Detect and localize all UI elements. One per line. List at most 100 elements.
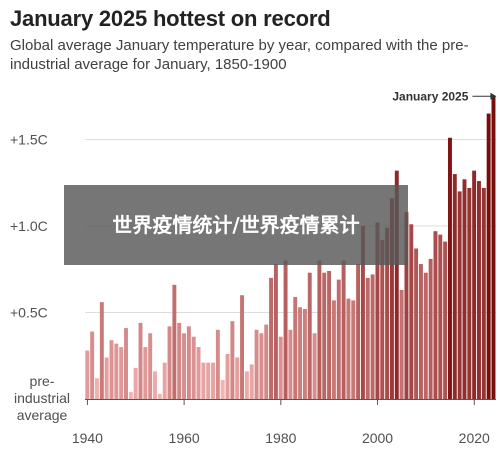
bar bbox=[240, 295, 245, 399]
bar bbox=[191, 336, 196, 399]
bar bbox=[394, 170, 399, 399]
bar bbox=[278, 336, 283, 399]
baseline-label: pre-industrial average bbox=[14, 373, 70, 423]
bar bbox=[128, 392, 133, 399]
bar bbox=[249, 364, 254, 399]
bars bbox=[85, 96, 496, 400]
bar bbox=[399, 290, 404, 399]
bar bbox=[467, 187, 472, 399]
bar bbox=[370, 274, 375, 399]
bar bbox=[104, 357, 109, 399]
bar bbox=[109, 340, 114, 399]
bar bbox=[428, 258, 433, 399]
bar bbox=[259, 333, 264, 399]
bar bbox=[186, 326, 191, 399]
bar bbox=[201, 362, 206, 399]
y-tick-labels: +1.5C +1.0C +0.5C pre-industrial average bbox=[10, 132, 70, 424]
bar bbox=[177, 322, 182, 399]
bar bbox=[230, 321, 235, 399]
x-tick-label: 2000 bbox=[362, 430, 393, 446]
bar bbox=[215, 329, 220, 399]
bar bbox=[317, 260, 322, 399]
bar bbox=[414, 248, 419, 399]
bar bbox=[167, 326, 172, 399]
bar bbox=[389, 198, 394, 399]
bar bbox=[288, 329, 293, 399]
bar bbox=[327, 270, 332, 399]
bar bbox=[119, 347, 124, 399]
bar bbox=[365, 277, 370, 399]
x-tick-labels: 1940 1960 1980 2000 2020 bbox=[72, 399, 490, 446]
bar bbox=[346, 298, 351, 399]
bar bbox=[95, 378, 99, 399]
watermark-overlay: 世界疫情统计/世界疫情累计 bbox=[64, 185, 408, 265]
bar bbox=[225, 354, 230, 399]
bar bbox=[220, 379, 225, 399]
bar bbox=[341, 260, 346, 399]
bar bbox=[462, 179, 467, 399]
bar bbox=[472, 170, 477, 399]
bar bbox=[196, 347, 201, 399]
bar bbox=[336, 279, 341, 399]
bar bbox=[312, 333, 317, 399]
bar bbox=[298, 307, 303, 399]
bar bbox=[307, 272, 312, 399]
bar bbox=[486, 113, 491, 400]
y-tick-label: +1.0C bbox=[10, 218, 48, 234]
bar bbox=[85, 350, 90, 399]
bar bbox=[273, 264, 278, 399]
bar bbox=[481, 187, 486, 399]
watermark-text: 世界疫情统计/世界疫情累计 bbox=[112, 212, 360, 237]
bar bbox=[404, 212, 409, 399]
bar bbox=[133, 367, 138, 399]
baseline-label-line: pre- bbox=[30, 373, 55, 389]
bar bbox=[457, 191, 462, 399]
bar bbox=[423, 272, 428, 399]
bar bbox=[211, 362, 216, 399]
x-tick-label: 1980 bbox=[265, 430, 296, 446]
bar bbox=[356, 264, 361, 399]
bar bbox=[433, 231, 438, 399]
bar bbox=[409, 224, 414, 399]
bar bbox=[172, 284, 177, 399]
bar bbox=[162, 362, 167, 399]
bar bbox=[448, 137, 452, 399]
bar bbox=[418, 264, 423, 399]
bar bbox=[375, 222, 380, 399]
bar bbox=[235, 357, 240, 399]
bar bbox=[360, 226, 365, 399]
y-tick-label: +0.5C bbox=[10, 305, 48, 321]
bar bbox=[322, 272, 327, 399]
baseline-label-line: average bbox=[17, 407, 68, 423]
bar bbox=[138, 322, 143, 399]
bar bbox=[438, 234, 443, 399]
bar bbox=[351, 300, 356, 399]
bar bbox=[114, 343, 119, 399]
bar bbox=[244, 371, 249, 399]
bar bbox=[452, 174, 457, 399]
bar bbox=[385, 227, 390, 399]
bar bbox=[206, 362, 211, 399]
callout: January 2025 bbox=[392, 89, 497, 103]
bar bbox=[99, 302, 104, 399]
baseline-label-line: industrial bbox=[14, 390, 70, 406]
bar bbox=[153, 371, 157, 399]
bar bbox=[331, 300, 336, 399]
x-tick-label: 2020 bbox=[459, 430, 490, 446]
x-tick-label: 1940 bbox=[72, 430, 103, 446]
y-tick-label: +1.5C bbox=[10, 132, 48, 148]
bar bbox=[148, 333, 153, 399]
bar bbox=[269, 277, 274, 399]
bar bbox=[380, 239, 385, 399]
bar bbox=[491, 96, 496, 399]
bar bbox=[143, 347, 148, 399]
callout-arrowhead bbox=[490, 92, 497, 100]
bar bbox=[182, 333, 186, 399]
callout-label: January 2025 bbox=[392, 89, 468, 103]
bar bbox=[254, 329, 259, 399]
bar bbox=[443, 241, 448, 399]
bar bbox=[124, 328, 128, 399]
bar bbox=[283, 260, 288, 399]
bar bbox=[264, 324, 269, 399]
